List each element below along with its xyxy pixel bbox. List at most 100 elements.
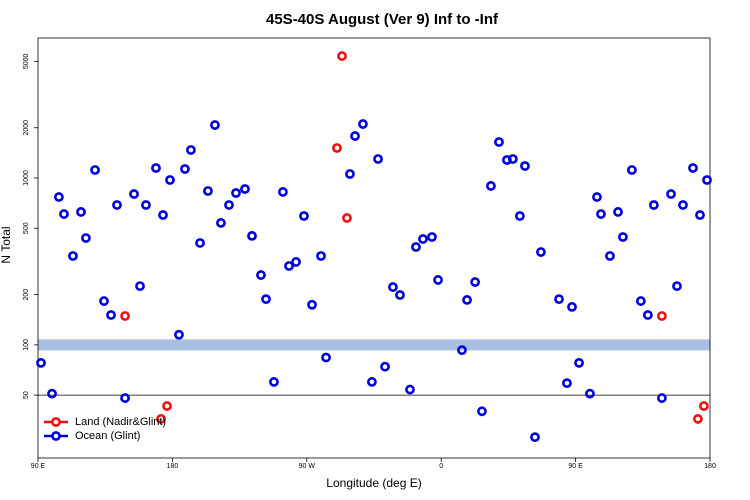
legend-marker — [51, 431, 61, 441]
point — [141, 200, 151, 210]
point — [90, 165, 100, 175]
point — [530, 432, 540, 443]
point — [367, 377, 377, 387]
point — [688, 163, 698, 173]
point — [411, 242, 421, 252]
point — [261, 294, 271, 305]
point — [427, 232, 437, 242]
point — [106, 310, 116, 320]
point — [291, 257, 301, 267]
x-tick-label: 180 — [167, 463, 179, 470]
point — [520, 161, 530, 171]
point — [494, 137, 504, 147]
point — [693, 414, 703, 424]
y-tick-label: 500 — [23, 222, 30, 234]
point — [395, 290, 405, 300]
x-tick-label: 180 — [704, 463, 716, 470]
y-axis-label: N Total — [0, 226, 13, 263]
point — [76, 207, 86, 217]
point — [316, 251, 326, 261]
x-tick-label: 90 E — [31, 463, 46, 470]
point — [284, 261, 294, 271]
point — [642, 310, 653, 320]
point — [174, 329, 184, 340]
point — [224, 200, 234, 210]
y-tick-label: 2000 — [23, 120, 30, 136]
point — [129, 189, 139, 199]
chart-title: 45S-40S August (Ver 9) Inf to -Inf — [266, 11, 499, 28]
y-tick-label: 50 — [23, 391, 30, 399]
point — [536, 247, 546, 257]
point — [68, 251, 78, 261]
point — [231, 188, 241, 198]
point — [332, 143, 342, 153]
point — [216, 218, 226, 228]
point — [514, 211, 525, 221]
point — [698, 401, 709, 411]
point — [592, 192, 602, 202]
y-tick-label: 1000 — [23, 170, 30, 186]
point — [388, 282, 398, 292]
reference-band — [38, 339, 710, 351]
point — [203, 186, 213, 196]
point — [657, 393, 667, 403]
point — [702, 175, 712, 185]
point — [180, 164, 190, 174]
point — [666, 189, 676, 199]
point — [486, 181, 496, 191]
legend-label: Ocean (Glint) — [75, 430, 140, 442]
x-tick-label: 0 — [439, 463, 443, 470]
point — [433, 275, 443, 285]
point — [247, 230, 257, 241]
point — [299, 211, 309, 221]
point — [405, 384, 415, 395]
point — [135, 281, 145, 292]
point — [345, 169, 355, 179]
point — [156, 414, 166, 424]
point — [605, 251, 615, 261]
point — [54, 192, 64, 202]
point — [657, 311, 667, 321]
point — [678, 200, 688, 210]
point — [585, 388, 595, 399]
point — [269, 377, 279, 387]
point — [635, 296, 646, 306]
point — [562, 378, 572, 389]
legend-label: Land (Nadir&Glint) — [75, 416, 166, 428]
point — [162, 401, 172, 411]
point — [278, 187, 288, 197]
point — [158, 210, 168, 220]
x-axis-label: Longitude (deg E) — [326, 476, 421, 490]
point — [648, 200, 659, 210]
point — [554, 294, 564, 305]
point — [321, 352, 331, 363]
y-tick-label: 5000 — [23, 53, 30, 69]
legend-marker — [51, 417, 61, 427]
point — [165, 175, 175, 185]
point — [418, 234, 428, 244]
point — [151, 163, 161, 173]
point — [240, 184, 250, 194]
point — [695, 210, 705, 220]
point — [574, 357, 584, 368]
point — [477, 406, 487, 417]
point — [380, 361, 390, 372]
point — [462, 295, 472, 305]
y-tick-label: 200 — [23, 289, 30, 301]
point — [507, 154, 518, 164]
point — [59, 209, 69, 219]
point — [613, 207, 623, 217]
point — [618, 232, 628, 242]
point — [626, 165, 637, 175]
point — [47, 388, 57, 399]
point — [672, 281, 682, 292]
point — [195, 238, 205, 248]
point — [210, 120, 220, 130]
point — [307, 299, 317, 310]
point — [112, 200, 122, 210]
point — [256, 270, 266, 280]
point — [99, 296, 109, 306]
point — [81, 233, 91, 243]
